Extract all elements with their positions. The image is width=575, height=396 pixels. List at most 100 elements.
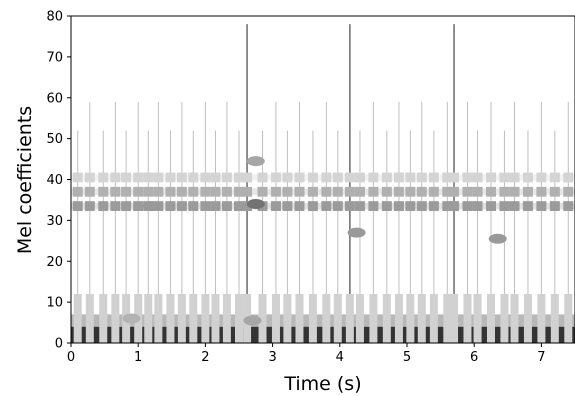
x-tick-label: 6: [470, 350, 478, 365]
onset-harmonic: [536, 201, 547, 211]
onset-harmonic: [234, 201, 244, 211]
onset-harmonic: [294, 186, 305, 197]
onset-low-energy: [333, 293, 342, 343]
onset-harmonic: [428, 201, 439, 211]
onset-low-energy: [154, 293, 163, 343]
onset-harmonic: [72, 172, 83, 183]
onset-low-energy: [322, 293, 331, 343]
onset-harmonic: [462, 201, 473, 211]
onset-harmonic: [472, 186, 483, 197]
onset-harmonic: [522, 186, 533, 197]
onset-low-energy: [144, 293, 153, 343]
onset-harmonic: [416, 186, 427, 197]
onset-low-energy: [487, 293, 495, 343]
onset-harmonic: [405, 186, 416, 197]
onset-low-energy: [85, 293, 94, 343]
onset-low-energy: [222, 293, 231, 343]
onset-harmonic: [499, 201, 510, 211]
onset-harmonic: [549, 186, 560, 197]
onset-harmonic: [242, 172, 253, 183]
x-tick-label: 4: [336, 350, 344, 365]
onset-low-energy: [283, 293, 292, 343]
onset-low-energy: [111, 293, 120, 343]
spectrogram-image: [71, 24, 575, 343]
onset-harmonic: [509, 201, 520, 211]
onset-harmonic: [416, 201, 427, 211]
onset-harmonic: [133, 201, 144, 211]
onset-harmonic: [393, 201, 404, 211]
onset-low-energy: [258, 293, 267, 343]
onset-low-energy: [429, 293, 438, 343]
onset-harmonic: [563, 201, 574, 211]
onset-harmonic: [405, 201, 416, 211]
onset-harmonic: [522, 201, 533, 211]
y-tick-label: 60: [46, 91, 63, 106]
onset-harmonic: [282, 201, 293, 211]
onset-harmonic: [321, 186, 332, 197]
onset-harmonic: [449, 172, 460, 183]
x-tick-label: 0: [67, 350, 75, 365]
onset-low-energy: [463, 293, 472, 343]
onset-harmonic: [563, 186, 574, 197]
onset-low-energy: [73, 293, 82, 343]
onset-harmonic: [368, 172, 379, 183]
onset-harmonic: [332, 201, 343, 211]
onset-harmonic: [110, 201, 121, 211]
onset-harmonic: [449, 186, 460, 197]
onset-low-energy: [382, 293, 391, 343]
onset-harmonic: [210, 172, 221, 183]
onset-low-energy: [271, 293, 280, 343]
y-tick-label: 80: [46, 10, 63, 25]
onset-harmonic: [133, 186, 144, 197]
x-axis: 0 1 2 3 4 5 6 7: [67, 343, 546, 365]
onset-harmonic: [176, 201, 187, 211]
onset-harmonic: [354, 186, 365, 197]
onset-low-energy: [417, 293, 426, 343]
onset-harmonic: [143, 172, 154, 183]
onset-harmonic: [393, 186, 404, 197]
onset-harmonic: [98, 201, 109, 211]
onset-low-energy: [201, 293, 210, 343]
onset-harmonic: [98, 172, 109, 183]
onset-harmonic: [84, 172, 95, 183]
onset-low-energy: [295, 293, 304, 343]
y-tick-label: 50: [46, 132, 63, 147]
energy-blob: [347, 227, 366, 238]
onset-harmonic: [188, 186, 199, 197]
onset-harmonic: [234, 186, 244, 197]
onset-low-energy: [177, 293, 186, 343]
onset-harmonic: [321, 172, 332, 183]
onset-harmonic: [242, 201, 253, 211]
onset-low-energy: [99, 293, 108, 343]
y-axis: 0 10 20 30 40 50 60 70 80: [46, 10, 71, 352]
x-tick-label: 5: [403, 350, 411, 365]
x-tick-label: 7: [537, 350, 545, 365]
onset-low-energy: [473, 293, 482, 343]
onset-harmonic: [549, 201, 560, 211]
onset-harmonic: [257, 186, 268, 197]
onset-harmonic: [282, 186, 293, 197]
onset-low-energy: [355, 293, 364, 343]
onset-harmonic: [344, 186, 355, 197]
onset-low-energy: [189, 293, 198, 343]
onset-harmonic: [522, 172, 533, 183]
onset-harmonic: [221, 172, 232, 183]
energy-blob: [243, 315, 262, 326]
onset-low-energy: [166, 293, 175, 343]
onset-harmonic: [165, 172, 176, 183]
onset-low-energy: [406, 293, 415, 343]
onset-harmonic: [307, 172, 318, 183]
onset-low-energy: [523, 293, 532, 343]
onset-harmonic: [84, 201, 95, 211]
onset-harmonic: [428, 186, 439, 197]
onset-harmonic: [200, 172, 211, 183]
onset-harmonic: [282, 172, 293, 183]
onset-harmonic: [221, 186, 232, 197]
onset-low-energy: [235, 293, 243, 343]
onset-harmonic: [354, 172, 365, 183]
y-tick-label: 20: [46, 255, 63, 270]
onset-harmonic: [143, 186, 154, 197]
onset-harmonic: [509, 186, 520, 197]
onset-harmonic: [257, 172, 268, 183]
